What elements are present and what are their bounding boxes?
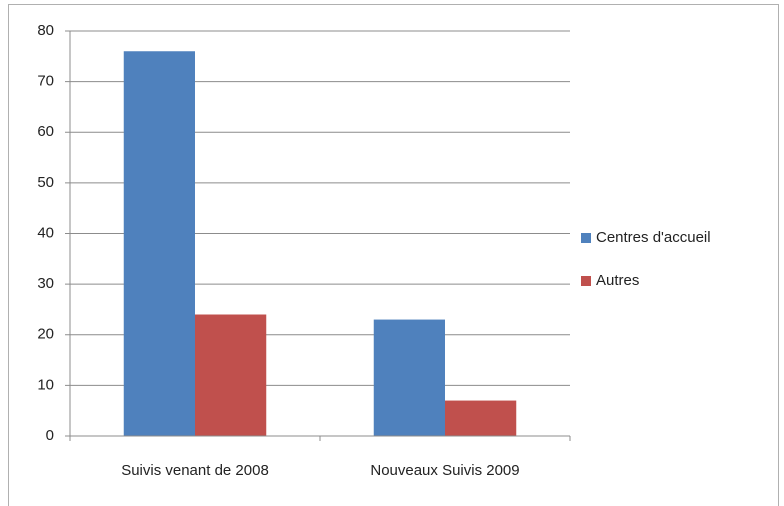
chart-border bbox=[8, 4, 779, 506]
y-tick-label: 80 bbox=[37, 22, 54, 39]
legend-swatch bbox=[581, 233, 591, 243]
y-tick-label: 0 bbox=[46, 427, 54, 444]
y-tick-label: 50 bbox=[37, 174, 54, 191]
legend-label: Autres bbox=[596, 272, 639, 289]
y-tick-label: 10 bbox=[37, 376, 54, 393]
x-tick-label: Suivis venant de 2008 bbox=[121, 462, 269, 479]
y-tick-label: 40 bbox=[37, 224, 54, 241]
bar bbox=[445, 400, 517, 436]
legend-swatch bbox=[581, 276, 591, 286]
y-tick-label: 60 bbox=[37, 123, 54, 140]
y-tick-label: 20 bbox=[37, 326, 54, 343]
legend-label: Centres d'accueil bbox=[596, 229, 711, 246]
y-tick-label: 30 bbox=[37, 275, 54, 292]
bar bbox=[195, 314, 267, 436]
bar bbox=[123, 51, 195, 436]
x-tick-label: Nouveaux Suivis 2009 bbox=[370, 462, 519, 479]
y-tick-label: 70 bbox=[37, 73, 54, 90]
bar bbox=[373, 319, 445, 436]
